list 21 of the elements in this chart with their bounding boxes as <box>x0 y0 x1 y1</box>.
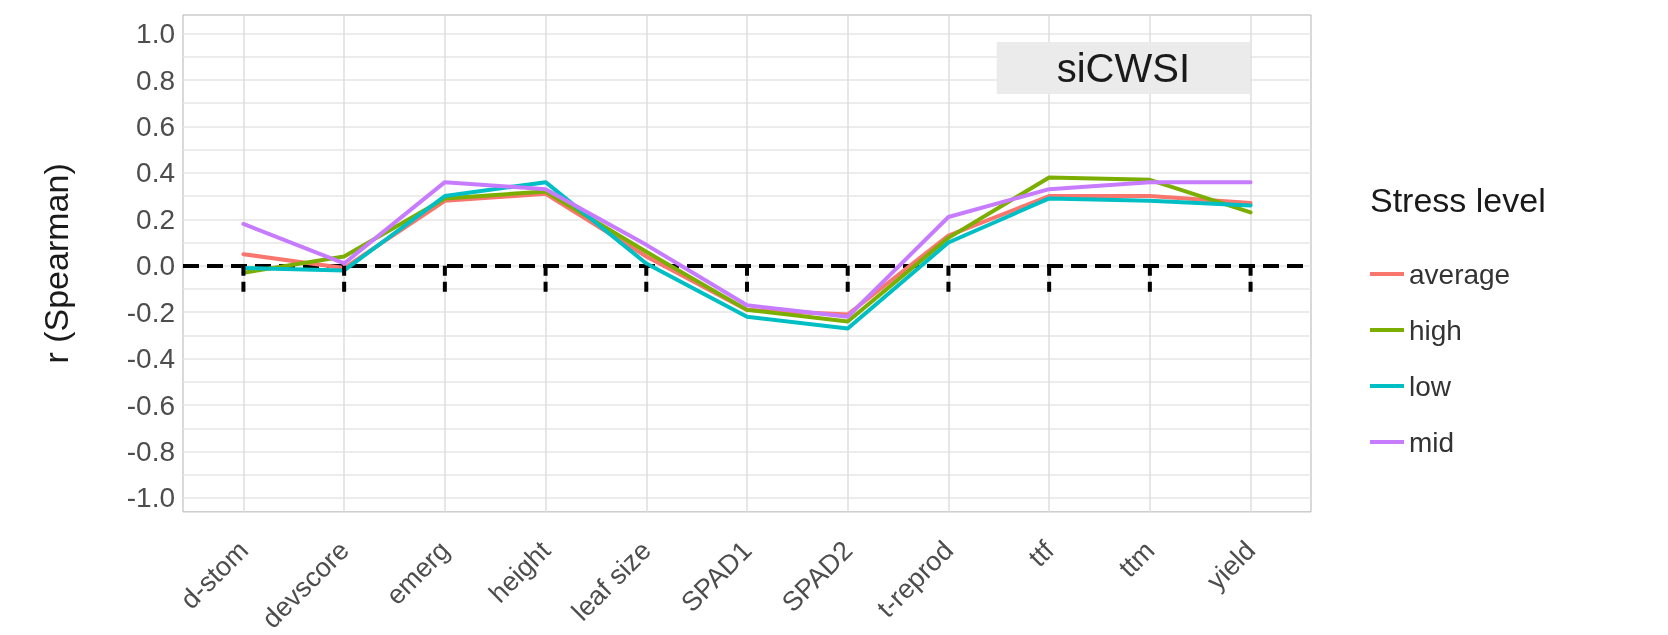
legend-title: Stress level <box>1370 181 1546 219</box>
y-tick-label: 0.8 <box>136 64 175 96</box>
y-tick-label: 0.6 <box>136 110 175 142</box>
y-tick-label: 0.2 <box>136 203 175 235</box>
legend-label: average <box>1409 258 1511 290</box>
y-tick-label: 0.4 <box>136 157 175 189</box>
y-tick-label: 1.0 <box>136 18 175 50</box>
text: siCWSI <box>1056 46 1191 90</box>
y-tick-label: -0.4 <box>126 343 175 375</box>
x-tick-label: ttf <box>1022 534 1061 573</box>
y-axis-title: r (Spearman) <box>37 163 75 364</box>
x-tick-label: leaf size <box>565 535 657 627</box>
y-tick-label: -0.6 <box>126 389 175 421</box>
legend-label: mid <box>1409 426 1455 458</box>
x-tick-label: ttm <box>1112 535 1161 583</box>
y-tick-label: -1.0 <box>126 482 175 514</box>
legend-label: high <box>1409 314 1462 346</box>
y-tick-label: -0.2 <box>126 296 175 328</box>
y-tick-label: 0.0 <box>136 250 175 282</box>
legend-label: low <box>1409 370 1452 402</box>
y-tick-label: -0.8 <box>126 436 175 467</box>
